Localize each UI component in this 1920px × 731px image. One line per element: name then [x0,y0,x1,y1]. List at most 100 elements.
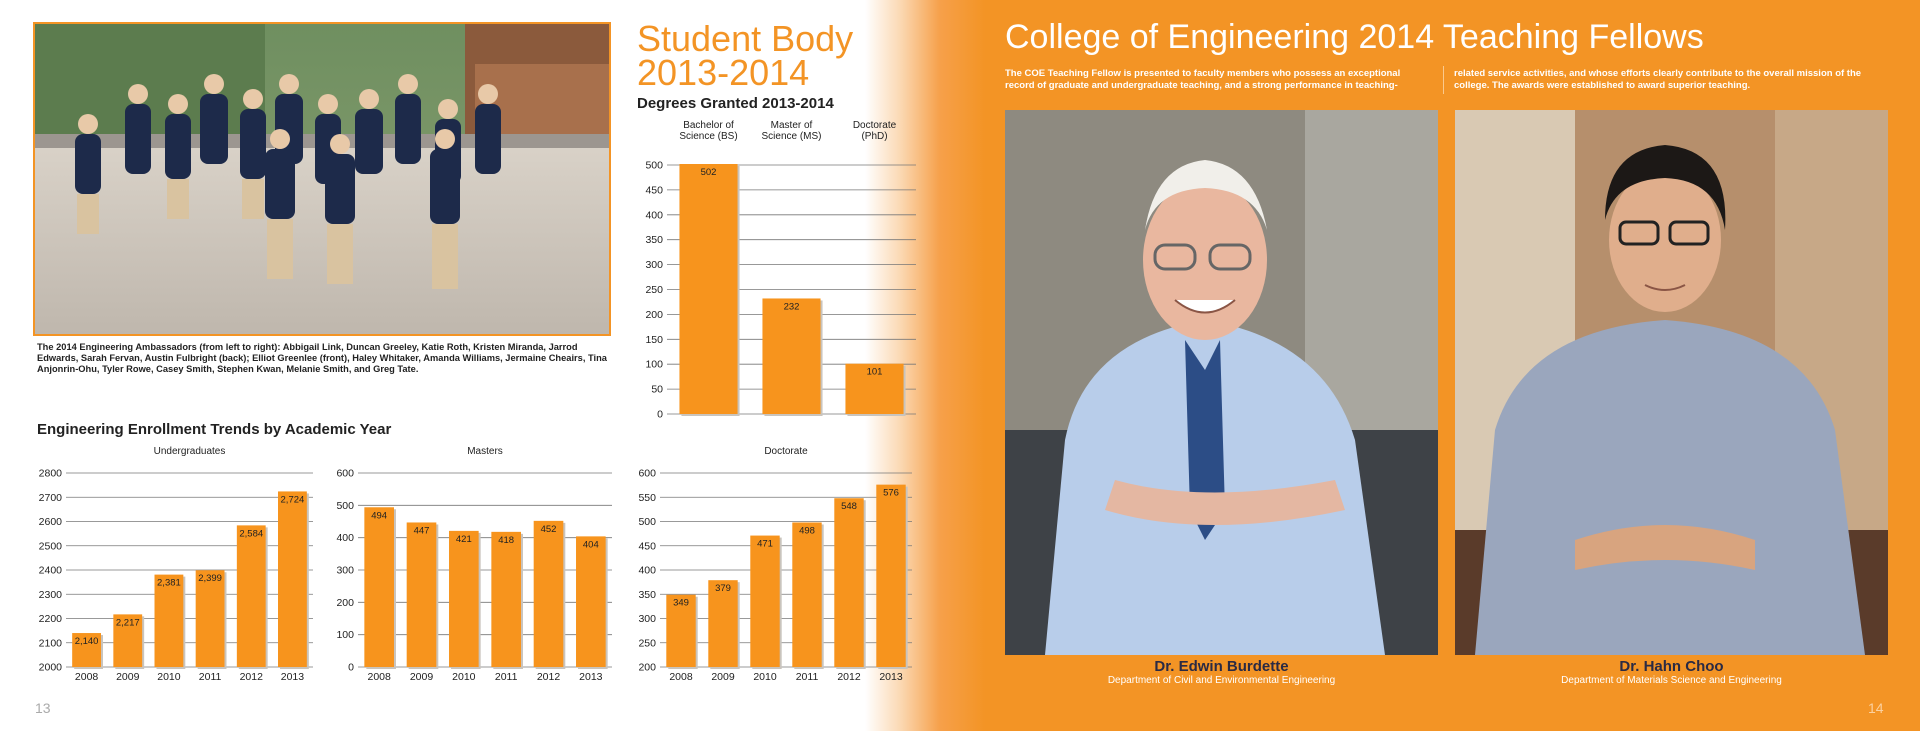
bar [113,614,143,667]
bar [876,484,906,667]
y-tick-label: 350 [638,589,656,601]
bar [666,594,696,667]
chart-title: Undergraduates [154,446,226,457]
bar-value-label: 2,381 [157,578,181,589]
y-tick-label: 50 [651,384,663,396]
masters-chart: Masters 0 100 200 300 400 500 600 494 2008 447 2009… [336,446,612,683]
bar-value-label: 379 [715,583,731,594]
y-tick-label: 400 [645,209,663,221]
bar [195,570,225,667]
y-tick-label: 200 [638,662,656,674]
y-tick-label: 500 [645,160,663,172]
x-tick-label: 2010 [452,671,476,683]
x-tick-label: 2008 [367,671,391,683]
bar-value-label: 502 [701,167,717,178]
bar [576,536,606,667]
y-tick-label: 450 [638,540,656,552]
bar [449,530,479,667]
x-tick-label: 2011 [796,671,819,683]
bar [278,491,307,667]
category-label: Science (BS) [679,131,737,142]
x-tick-label: 2012 [537,671,561,683]
bar-value-label: 576 [883,488,899,499]
category-label: Master of [771,120,813,131]
fellow-portrait-burdette [1005,110,1438,655]
fellow-photo-burdette [1005,110,1438,655]
y-tick-label: 2000 [39,662,63,674]
ambassadors-photo [33,22,611,336]
bar-value-label: 404 [583,539,599,550]
x-tick-label: 2008 [75,671,99,683]
fellow-dept-burdette: Department of Civil and Environmental En… [1107,675,1336,686]
y-tick-label: 350 [645,234,663,246]
bar [154,574,184,667]
chart-title: Masters [467,446,503,457]
page-number-left: 13 [35,700,51,716]
intro-text-col1: The COE Teaching Fellow is presented to … [1005,68,1401,91]
bar-value-label: 2,724 [281,494,305,505]
bar [792,522,822,667]
bar [845,363,904,414]
ambassadors-photo-illustration [35,24,609,334]
y-tick-label: 2700 [39,492,63,504]
y-tick-label: 2100 [39,637,63,649]
y-tick-label: 500 [336,500,354,512]
y-tick-label: 2500 [39,540,63,552]
x-tick-label: 2009 [711,671,735,683]
y-tick-label: 250 [645,284,663,296]
fellow-photo-choo [1455,110,1888,655]
student-body-title-line1: Student Body [637,18,854,59]
bar [750,535,780,667]
y-tick-label: 200 [336,597,354,609]
degrees-granted-title: Degrees Granted 2013-2014 [637,95,834,112]
bar-value-label: 498 [799,525,815,536]
bar-value-label: 421 [456,534,472,545]
x-tick-label: 2012 [837,671,861,683]
category-label: Science (MS) [761,131,821,142]
bar-value-label: 349 [673,598,689,609]
y-tick-label: 550 [638,492,656,504]
enrollment-trends-title: Engineering Enrollment Trends by Academi… [37,421,392,438]
x-tick-label: 2010 [157,671,181,683]
bar [708,580,738,667]
y-tick-label: 2400 [39,565,63,577]
y-tick-label: 100 [645,359,663,371]
y-tick-label: 300 [336,565,354,577]
x-tick-label: 2008 [669,671,693,683]
bar [679,164,738,414]
bar-value-label: 2,217 [116,617,140,628]
y-tick-label: 450 [645,184,663,196]
bar-value-label: 447 [414,525,430,536]
y-tick-label: 600 [336,468,354,480]
y-tick-label: 2300 [39,589,63,601]
y-tick-label: 0 [657,409,663,421]
y-tick-label: 100 [336,629,354,641]
bar-value-label: 494 [371,510,387,521]
x-tick-label: 2013 [281,671,305,683]
chart-title: Doctorate [764,446,808,457]
degrees-granted-chart: 0 50 100 150 200 250 300 350 400 450 500 502 Bachelo… [645,120,916,421]
bar-value-label: 548 [841,501,857,512]
bar-value-label: 471 [757,539,773,550]
intro-text-col2: related service activities, and whose ef… [1454,68,1862,91]
bar-value-label: 2,584 [239,528,263,539]
bar [364,507,394,667]
x-tick-label: 2009 [410,671,434,683]
bar-value-label: 2,399 [198,573,222,584]
teaching-fellows-title: College of Engineering 2014 Teaching Fel… [1005,18,1704,56]
undergraduates-chart: Undergraduates 2000 2100 2200 2300 2400 2500 26… [39,446,313,683]
bar [406,522,437,667]
category-label: Doctorate [853,120,897,131]
bar-value-label: 418 [498,535,514,546]
bar-value-label: 232 [784,301,800,312]
fellow-dept-choo: Department of Materials Science and Engi… [1561,675,1782,686]
column-divider [1443,66,1444,94]
bar [533,520,564,667]
y-tick-label: 500 [638,516,656,528]
y-tick-label: 150 [645,334,663,346]
doctorate-chart: Doctorate 200 250 300 350 400 450 500 550 600 349 2… [638,446,912,683]
student-body-title-line2: 2013-2014 [637,52,810,93]
y-tick-label: 250 [638,637,656,649]
y-tick-label: 300 [638,613,656,625]
x-tick-label: 2012 [240,671,264,683]
